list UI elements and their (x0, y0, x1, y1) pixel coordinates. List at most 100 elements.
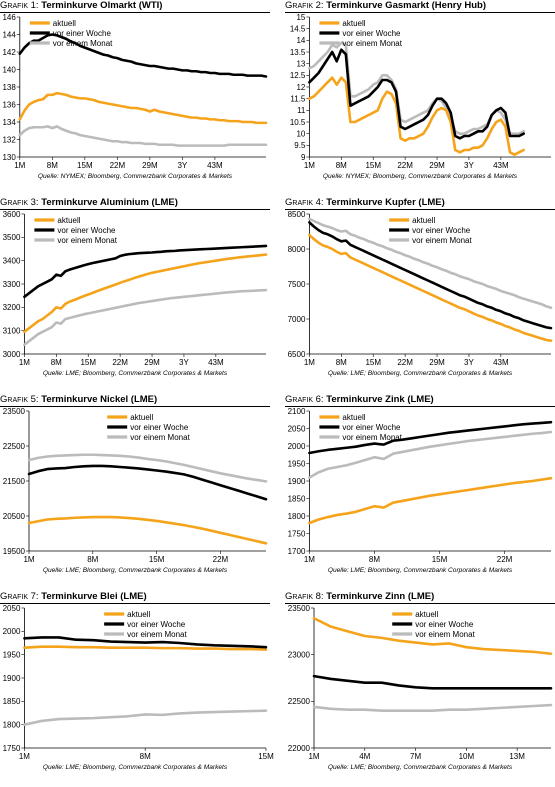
legend-label-monat: vor einem Monat (412, 236, 472, 245)
y-tick-label: 3300 (3, 280, 21, 289)
x-tick-label: 13M (509, 752, 525, 761)
legend-label-woche: vor einer Woche (415, 620, 474, 629)
legend-label-woche: vor einer Woche (342, 29, 401, 38)
y-tick-label: 1800 (288, 512, 306, 521)
x-tick-label: 22M (213, 555, 229, 564)
chart-panel-1: Grafik 1: Terminkurve Olmarkt (WTI) 130 1… (0, 0, 270, 196)
x-tick-label: 29M (144, 358, 160, 367)
x-tick-label: 15M (77, 161, 93, 170)
chart-source-3: Quelle: LME; Bloomberg, Commerzbank Corp… (42, 370, 228, 377)
legend-label-aktuell: aktuell (53, 19, 76, 28)
legend-label-aktuell: aktuell (342, 19, 365, 28)
y-tick-label: 136 (2, 100, 16, 109)
y-tick-label: 23000 (288, 650, 311, 659)
y-tick-label: 1800 (3, 720, 21, 729)
x-tick-label: 8M (87, 555, 98, 564)
y-tick-label: 14.5 (290, 24, 306, 33)
y-tick-label: 142 (2, 48, 16, 57)
y-tick-label: 146 (2, 13, 16, 22)
chart-title-text: Terminkurve Olmarkt (WTI) (41, 0, 163, 11)
legend-label-monat: vor einem Monat (127, 630, 187, 639)
chart-title-text: Terminkurve Aluminium (LME) (41, 197, 178, 208)
series-line-monat (312, 703, 553, 712)
y-tick-label: 1900 (288, 477, 306, 486)
series-line-aktuell (308, 76, 525, 156)
y-tick-label: 3100 (3, 326, 21, 335)
x-tick-label: 3Y (464, 161, 474, 170)
x-tick-label: 1M (23, 555, 34, 564)
chart-panel-6: Grafik 6: Terminkurve Zink (LME) 1700 175… (285, 394, 555, 590)
legend-label-monat: vor einem Monat (415, 630, 475, 639)
line-chart-2: 9 9.5 10 10.5 11 11.5 12 12.5 13 13.5 14 14.5 15 1M 8M… (290, 13, 551, 170)
x-tick-label: 1M (19, 752, 30, 761)
series-line-monat (308, 217, 553, 310)
y-tick-label: 23500 (3, 407, 26, 416)
x-tick-label: 8M (336, 161, 347, 170)
y-tick-label: 22500 (3, 442, 26, 451)
x-tick-label: 3Y (177, 161, 187, 170)
series-line-woche (27, 464, 268, 501)
series-line-aktuell (312, 616, 553, 656)
y-tick-label: 6500 (288, 350, 306, 359)
y-tick-label: 21500 (3, 477, 26, 486)
y-tick-label: 1850 (3, 697, 21, 706)
chart-label: Grafik 1: (0, 0, 39, 11)
x-tick-label: 15M (365, 161, 381, 170)
chart-title-8: Grafik 8: Terminkurve Zinn (LME) (285, 591, 555, 604)
y-tick-label: 20500 (3, 512, 26, 521)
series-line-aktuell (23, 645, 268, 651)
y-tick-label: 1900 (3, 674, 21, 683)
chart-source-1: Quelle: NYMEX; Bloomberg, Commerzbank Co… (37, 173, 233, 180)
y-tick-label: 13 (296, 59, 305, 68)
y-tick-label: 7000 (288, 315, 306, 324)
legend-label-monat: vor einem Monat (130, 433, 190, 442)
series-line-monat (308, 430, 553, 479)
chart-title-text: Terminkurve Zinn (LME) (326, 591, 435, 602)
y-tick-label: 144 (2, 30, 16, 39)
series-line-woche (23, 244, 268, 299)
x-tick-label: 4M (359, 752, 370, 761)
legend-label-aktuell: aktuell (130, 413, 153, 422)
chart-title-6: Grafik 6: Terminkurve Zink (LME) (285, 394, 555, 407)
x-tick-label: 8M (140, 752, 151, 761)
series-line-monat (23, 288, 268, 346)
x-tick-label: 3Y (464, 358, 474, 367)
y-tick-label: 22000 (288, 744, 311, 753)
y-tick-label: 1750 (3, 744, 21, 753)
y-tick-label: 2050 (3, 604, 21, 613)
x-tick-label: 22M (497, 555, 513, 564)
series-line-woche (308, 48, 525, 140)
x-tick-label: 8M (47, 161, 58, 170)
chart-title-text: Terminkurve Gasmarkt (Henry Hub) (326, 0, 487, 11)
x-tick-label: 29M (142, 161, 158, 170)
series-line-aktuell (27, 515, 268, 545)
x-tick-label: 29M (429, 358, 445, 367)
legend-label-aktuell: aktuell (57, 216, 80, 225)
chart-panel-5: Grafik 5: Terminkurve Nickel (LME) 19500… (0, 394, 270, 590)
chart-title-4: Grafik 4: Terminkurve Kupfer (LME) (285, 197, 555, 210)
y-tick-label: 9.5 (294, 141, 306, 150)
chart-panel-7: Grafik 7: Terminkurve Blei (LME) 1750 180… (0, 591, 274, 787)
x-tick-label: 43M (493, 161, 509, 170)
y-tick-label: 8500 (288, 210, 306, 219)
y-tick-label: 23500 (288, 604, 311, 613)
x-tick-label: 43M (207, 161, 223, 170)
chart-label: Grafik 5: (0, 394, 39, 405)
y-tick-label: 8000 (288, 245, 306, 254)
legend-label-woche: vor einer Woche (130, 423, 189, 432)
chart-title-text: Terminkurve Zink (LME) (326, 394, 434, 405)
series-line-woche (312, 674, 553, 690)
y-tick-label: 14 (296, 36, 305, 45)
series-line-monat (18, 125, 268, 147)
legend-label-woche: vor einer Woche (57, 226, 116, 235)
y-tick-label: 19500 (3, 547, 26, 556)
y-tick-label: 132 (2, 135, 16, 144)
x-tick-label: 22M (110, 161, 126, 170)
chart-label: Grafik 2: (285, 0, 324, 11)
series-line-monat (308, 41, 525, 135)
y-tick-label: 130 (2, 153, 16, 162)
x-tick-label: 1M (14, 161, 25, 170)
legend-label-woche: vor einer Woche (342, 423, 401, 432)
y-tick-label: 11 (297, 106, 306, 115)
y-tick-label: 2000 (3, 627, 21, 636)
